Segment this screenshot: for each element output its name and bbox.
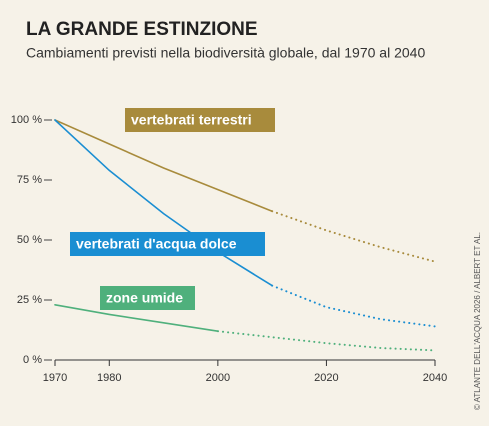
chart-title: LA GRANDE ESTINZIONE <box>26 19 258 40</box>
x-tick-label: 1980 <box>97 372 121 384</box>
legend-label: vertebrati d'acqua dolce <box>76 236 237 252</box>
series-line-projection <box>216 330 436 352</box>
chart-subtitle: Cambiamenti previsti nella biodiversità … <box>26 45 425 61</box>
y-tick-label: 0 % <box>23 354 42 366</box>
x-tick-label: 2020 <box>314 372 338 384</box>
series-line-projection <box>271 210 436 263</box>
legend-label: zone umide <box>106 290 183 306</box>
x-tick-label: 1970 <box>43 372 67 384</box>
legend-box <box>125 108 275 132</box>
credit: © ATLANTE DELL'ACQUA 2026 / ALBERT ET AL… <box>473 232 482 410</box>
legend-label: vertebrati terrestri <box>131 112 252 128</box>
y-tick-label: 75 % <box>17 174 42 186</box>
legend-box <box>70 232 265 256</box>
x-tick-label: 2000 <box>206 372 230 384</box>
series-line <box>54 304 219 332</box>
legend-box <box>100 286 195 310</box>
y-tick-label: 50 % <box>17 234 42 246</box>
series-line <box>54 119 273 212</box>
y-tick-label: 25 % <box>17 294 42 306</box>
y-tick-label: 100 % <box>11 114 42 126</box>
x-tick-label: 2040 <box>423 372 447 384</box>
series-line <box>54 119 273 287</box>
series-line-projection <box>271 284 436 328</box>
